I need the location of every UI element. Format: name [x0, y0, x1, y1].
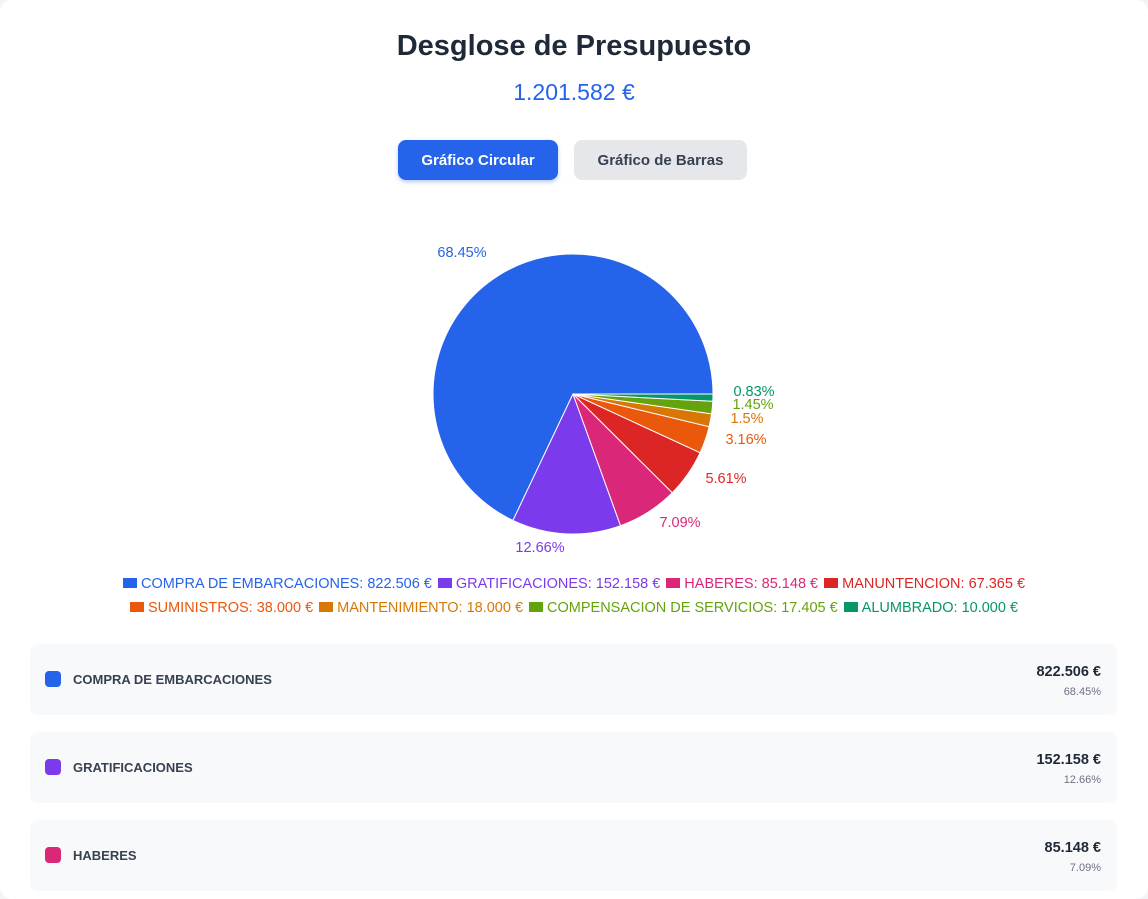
legend-item[interactable]: COMPENSACION DE SERVICIOS: 17.405 €	[529, 596, 838, 620]
legend-label: COMPRA DE EMBARCACIONES: 822.506 €	[140, 576, 432, 592]
legend-item[interactable]: SUMINISTROS: 38.000 €	[129, 596, 314, 620]
slice-percent-label: 68.45%	[437, 245, 486, 261]
legend-swatch	[129, 602, 144, 612]
legend-swatch	[666, 578, 681, 588]
item-value: 152.158 €	[1036, 752, 1101, 768]
item-name: GRATIFICACIONES	[73, 760, 193, 775]
color-swatch	[45, 759, 61, 775]
legend-item[interactable]: MANUNTENCION: 67.365 €	[824, 572, 1025, 596]
legend-label: SUMINISTROS: 38.000 €	[147, 600, 314, 616]
legend-swatch	[437, 578, 452, 588]
slice-percent-label: 12.66%	[515, 540, 564, 556]
chart-legend: COMPRA DE EMBARCACIONES: 822.506 € GRATIF…	[60, 572, 1088, 620]
legend-item[interactable]: COMPRA DE EMBARCACIONES: 822.506 €	[122, 572, 432, 596]
pie-slice[interactable]	[512, 392, 622, 535]
color-swatch	[45, 847, 61, 863]
legend-label: MANTENIMIENTO: 18.000 €	[337, 600, 524, 616]
tab-bar-chart[interactable]: Gráfico de Barras	[574, 140, 747, 180]
legend-label: COMPENSACION DE SERVICIOS: 17.405 €	[547, 600, 838, 616]
slice-percent-label: 1.5%	[730, 411, 763, 427]
color-swatch	[45, 671, 61, 687]
slice-percent-label: 5.61%	[705, 471, 746, 487]
slice-percent-label: 7.09%	[659, 515, 700, 531]
item-value: 822.506 €	[1036, 664, 1101, 680]
tab-pie-chart[interactable]: Gráfico Circular	[398, 140, 558, 180]
budget-total: 1.201.582 €	[513, 79, 635, 105]
slice-percent-label: 0.83%	[733, 384, 774, 400]
item-value: 85.148 €	[1044, 840, 1101, 856]
legend-label: GRATIFICACIONES: 152.158 €	[455, 576, 661, 592]
legend-item[interactable]: ALUMBRADO: 10.000 €	[843, 596, 1019, 620]
item-percent: 7.09%	[1069, 862, 1101, 874]
pie-chart: 68.45% 12.66% 7.09% 5.61% 3.16% 1.5%1.45%0.83…	[432, 245, 775, 556]
legend-swatch	[529, 602, 544, 612]
slice-percent-label: 1.45%	[732, 397, 773, 413]
pie-slice[interactable]	[572, 393, 714, 402]
pie-slice[interactable]	[432, 253, 714, 522]
item-name: COMPRA DE EMBARCACIONES	[73, 672, 272, 687]
slice-percent-label: 3.16%	[725, 432, 766, 448]
list-item[interactable]: HABERES 85.148 € 7.09%	[30, 820, 1117, 891]
legend-label: MANUNTENCION: 67.365 €	[842, 576, 1026, 592]
legend-label: ALUMBRADO: 10.000 €	[861, 600, 1019, 616]
legend-swatch	[122, 578, 137, 588]
legend-label: HABERES: 85.148 €	[684, 576, 819, 592]
item-percent: 68.45%	[1063, 686, 1101, 698]
legend-item[interactable]: HABERES: 85.148 €	[666, 572, 818, 596]
list-item[interactable]: COMPRA DE EMBARCACIONES 822.506 € 68.45%	[30, 644, 1117, 715]
item-name: HABERES	[73, 848, 137, 863]
list-item[interactable]: GRATIFICACIONES 152.158 € 12.66%	[30, 732, 1117, 803]
page-title: Desglose de Presupuesto	[396, 30, 752, 62]
legend-item[interactable]: GRATIFICACIONES: 152.158 €	[437, 572, 661, 596]
legend-item[interactable]: MANTENIMIENTO: 18.000 €	[319, 596, 523, 620]
item-percent: 12.66%	[1063, 774, 1101, 786]
legend-swatch	[319, 602, 334, 612]
legend-swatch	[843, 602, 858, 612]
legend-swatch	[824, 578, 839, 588]
